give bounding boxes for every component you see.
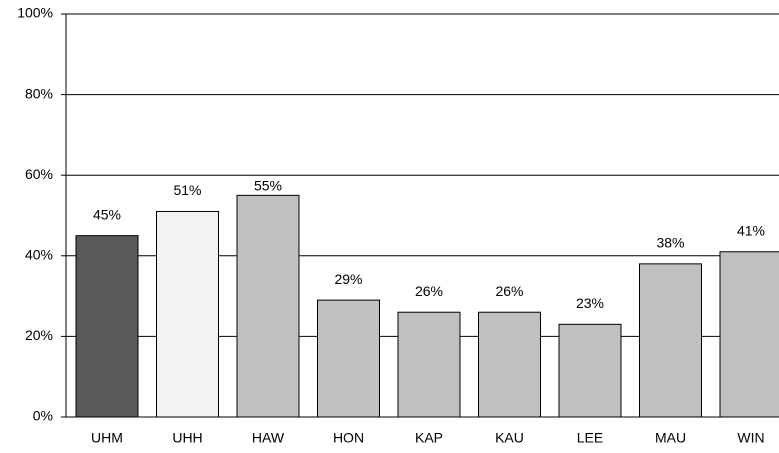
value-label: 26%: [415, 283, 443, 299]
value-label: 23%: [576, 295, 604, 311]
x-tick-label: LEE: [577, 430, 603, 446]
bar: [719, 251, 779, 418]
x-tick-label: HAW: [252, 430, 285, 446]
y-tick-label: 40%: [25, 247, 53, 263]
value-label: 29%: [334, 271, 362, 287]
x-tick-label: WIN: [737, 430, 764, 446]
y-tick-label: 60%: [25, 166, 53, 182]
x-tick-label: KAU: [495, 430, 524, 446]
value-label: 45%: [93, 206, 121, 222]
x-tick-label: UHM: [91, 430, 123, 446]
y-tick-label: 0%: [33, 408, 53, 424]
x-tick-label: HON: [333, 430, 364, 446]
x-tick-label: UHH: [172, 430, 202, 446]
y-tick-label: 80%: [25, 85, 53, 101]
y-tick-label: 20%: [25, 327, 53, 343]
bar: [478, 311, 541, 418]
value-label: 55%: [254, 178, 282, 194]
x-tick-label: MAU: [655, 430, 686, 446]
value-label: 26%: [495, 283, 523, 299]
bar: [156, 210, 219, 418]
x-tick-label: KAP: [415, 430, 443, 446]
value-label: 38%: [656, 235, 684, 251]
bar: [75, 235, 139, 418]
bar: [236, 194, 300, 418]
value-label: 51%: [173, 182, 201, 198]
bar: [639, 263, 702, 418]
bar: [558, 323, 622, 418]
bar: [317, 299, 380, 418]
bar: [397, 311, 461, 418]
value-label: 41%: [737, 222, 765, 238]
y-tick-label: 100%: [17, 5, 53, 21]
